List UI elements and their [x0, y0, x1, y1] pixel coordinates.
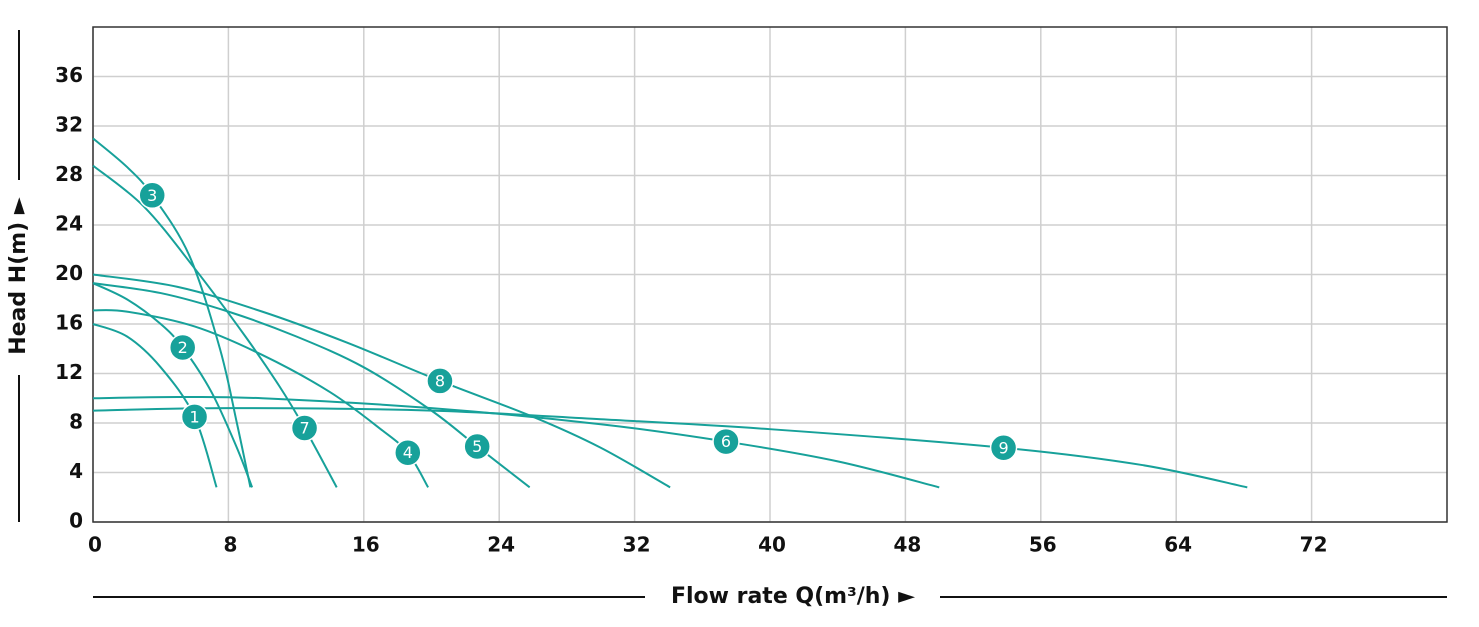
- curve-badge: [290, 414, 319, 442]
- legend-label: 7: [299, 418, 309, 437]
- x-axis-label: Flow rate Q(m³/h) ►: [671, 584, 915, 609]
- legend-label: 6: [721, 432, 731, 451]
- y-tick-label: 20: [55, 261, 83, 285]
- curve-badge: [138, 181, 166, 210]
- curve-badge: [180, 403, 209, 431]
- curve-labels: 1 2 3 4 5 6 7 8 9: [138, 181, 1018, 467]
- y-tick-label: 8: [69, 410, 83, 434]
- x-tick-label: 8: [223, 533, 237, 557]
- y-tick-label: 4: [69, 459, 83, 483]
- x-tick-label: 0: [88, 533, 102, 557]
- pump-curve: [92, 273, 671, 489]
- curve-badge: [463, 432, 491, 461]
- curve-badge: [712, 427, 740, 456]
- curve-badge: [394, 438, 422, 467]
- x-tick-label: 48: [893, 533, 921, 557]
- y-tick-label: 24: [55, 212, 83, 236]
- y-tick-label: 0: [69, 509, 83, 533]
- y-tick-label: 32: [55, 113, 83, 137]
- x-tick-label: 56: [1029, 533, 1057, 557]
- pump-curve: [92, 407, 1248, 489]
- y-tick-label: 16: [55, 311, 83, 335]
- legend-label: 1: [189, 407, 199, 426]
- legend-label: 2: [178, 338, 188, 357]
- x-tick-label: 40: [758, 533, 786, 557]
- y-tick-label: 12: [55, 360, 83, 384]
- pump-curve: [92, 137, 252, 488]
- y-tick-label: 36: [55, 63, 83, 87]
- y-tick-label: 28: [55, 162, 83, 186]
- curve-badge: [426, 367, 454, 395]
- x-tick-label: 24: [487, 533, 515, 557]
- legend-label: 9: [998, 438, 1008, 457]
- curve-badge: [168, 333, 197, 362]
- curve-badge: [989, 434, 1018, 462]
- y-axis-label: Head H(m) ►: [6, 197, 31, 355]
- legend-label: 4: [403, 443, 413, 462]
- pump-curve: [92, 395, 940, 489]
- legend-label: 8: [435, 371, 445, 390]
- x-tick-label: 72: [1300, 533, 1328, 557]
- x-tick-label: 64: [1164, 533, 1192, 557]
- x-tick-label: 16: [352, 533, 380, 557]
- pump-curve: [92, 323, 218, 488]
- x-tick-label: 32: [623, 533, 651, 557]
- legend-label: 5: [472, 437, 482, 456]
- legend-label: 3: [147, 186, 157, 205]
